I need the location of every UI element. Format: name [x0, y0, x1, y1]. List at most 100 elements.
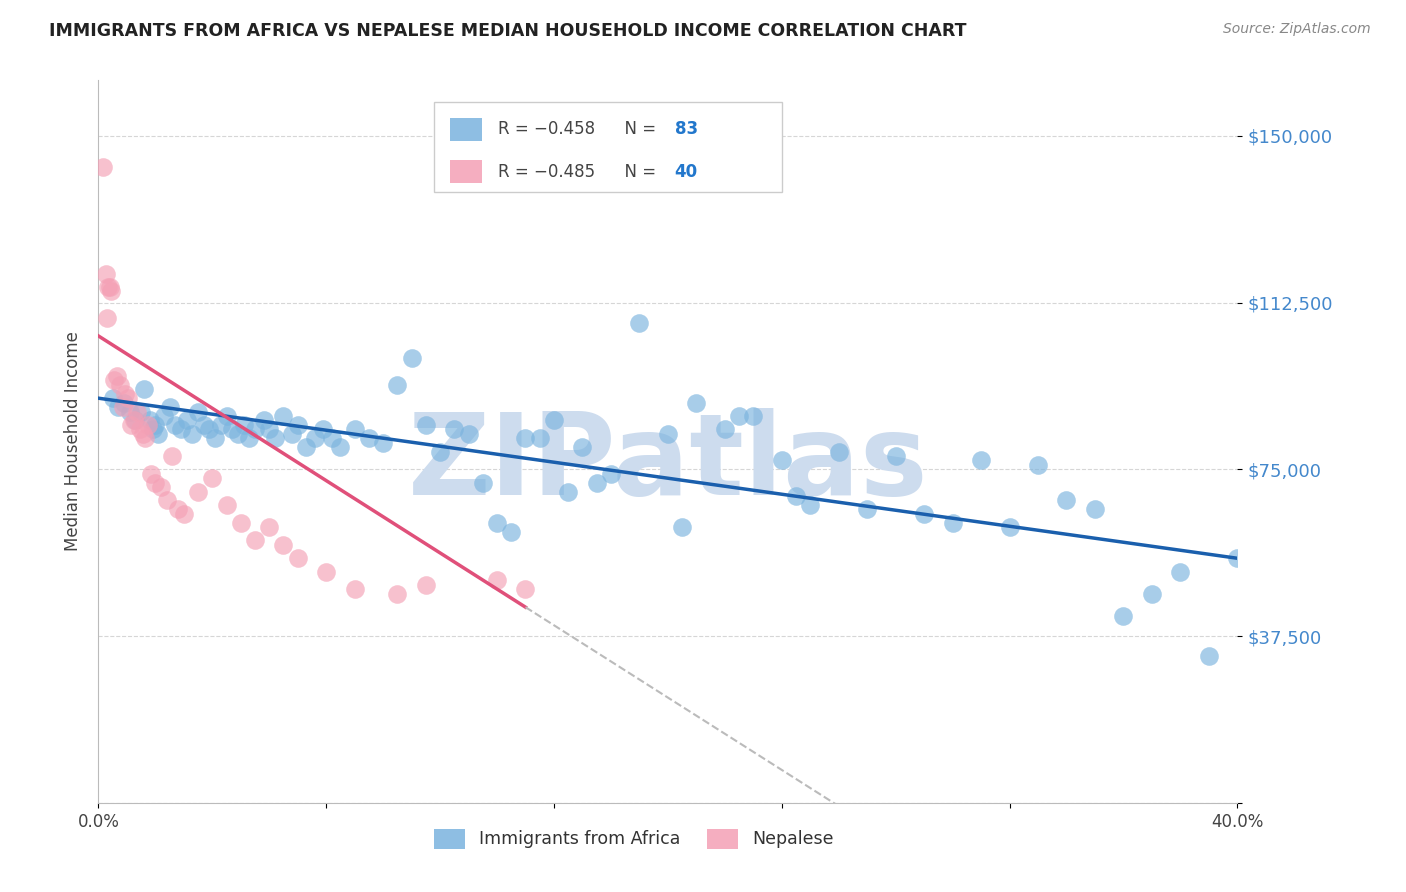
Point [357, 431, 380, 445]
Text: 83: 83 [675, 120, 697, 138]
Point [98, 280, 121, 294]
Point [856, 502, 879, 516]
Point [215, 409, 238, 423]
Point [557, 484, 579, 499]
Point [131, 426, 153, 441]
Point [714, 422, 737, 436]
Point [136, 417, 159, 432]
Point [585, 475, 607, 490]
FancyBboxPatch shape [434, 102, 782, 193]
Point [129, 404, 152, 418]
Point [128, 422, 150, 436]
Point [101, 391, 124, 405]
Point [108, 377, 131, 392]
Point [215, 498, 238, 512]
Point [173, 507, 195, 521]
Point [998, 520, 1021, 534]
Text: ZIPatlas: ZIPatlas [408, 408, 928, 519]
Point [201, 471, 224, 485]
Point [107, 400, 129, 414]
Point [139, 467, 162, 481]
Point [118, 404, 141, 418]
Point [103, 373, 125, 387]
Point [97, 280, 120, 294]
Text: R = −0.485: R = −0.485 [498, 162, 595, 181]
Point [134, 431, 156, 445]
Point [156, 493, 179, 508]
Point [153, 409, 176, 423]
Point [165, 417, 187, 432]
Point [141, 422, 163, 436]
Point [273, 409, 295, 423]
Point [226, 426, 249, 441]
Point [1198, 649, 1220, 664]
Point [443, 422, 465, 436]
Point [287, 417, 309, 432]
Point [259, 520, 281, 534]
Point [970, 453, 993, 467]
Point [150, 480, 173, 494]
Point [170, 422, 193, 436]
Point [176, 413, 198, 427]
Point [94, 267, 117, 281]
Point [264, 431, 287, 445]
Point [371, 435, 394, 450]
Point [221, 422, 243, 436]
Text: 40: 40 [675, 162, 697, 181]
Point [329, 440, 352, 454]
Point [1112, 609, 1135, 624]
Text: IMMIGRANTS FROM AFRICA VS NEPALESE MEDIAN HOUSEHOLD INCOME CORRELATION CHART: IMMIGRANTS FROM AFRICA VS NEPALESE MEDIA… [49, 22, 967, 40]
Point [243, 422, 266, 436]
Point [457, 426, 479, 441]
Point [343, 582, 366, 597]
Point [429, 444, 451, 458]
Point [1084, 502, 1107, 516]
Point [343, 422, 366, 436]
Text: Source: ZipAtlas.com: Source: ZipAtlas.com [1223, 22, 1371, 37]
Point [515, 431, 537, 445]
Point [122, 413, 145, 427]
Point [912, 507, 935, 521]
Point [501, 524, 523, 539]
Point [252, 413, 274, 427]
Point [471, 475, 494, 490]
Point [304, 431, 326, 445]
Point [415, 578, 437, 592]
Point [486, 574, 509, 588]
Point [281, 426, 304, 441]
Point [96, 311, 118, 326]
Point [287, 551, 309, 566]
Point [785, 489, 807, 503]
Point [162, 449, 184, 463]
Point [111, 400, 134, 414]
Point [742, 409, 765, 423]
Bar [450, 161, 482, 183]
Point [125, 404, 148, 418]
Point [181, 426, 204, 441]
Point [321, 431, 343, 445]
Point [884, 449, 907, 463]
Point [671, 520, 693, 534]
Point [728, 409, 751, 423]
Point [657, 426, 679, 441]
Point [571, 440, 593, 454]
Point [312, 422, 335, 436]
Point [100, 285, 122, 299]
Point [124, 413, 146, 427]
Point [193, 417, 215, 432]
Point [117, 391, 139, 405]
Text: N =: N = [614, 162, 662, 181]
Point [543, 413, 565, 427]
Point [828, 444, 851, 458]
Point [209, 417, 232, 432]
Point [295, 440, 318, 454]
Point [238, 431, 260, 445]
Point [187, 484, 209, 499]
Y-axis label: Median Household Income: Median Household Income [63, 332, 82, 551]
Point [529, 431, 551, 445]
Point [628, 316, 651, 330]
Point [1170, 565, 1192, 579]
Text: R = −0.458: R = −0.458 [498, 120, 595, 138]
Point [600, 467, 623, 481]
Point [132, 382, 155, 396]
